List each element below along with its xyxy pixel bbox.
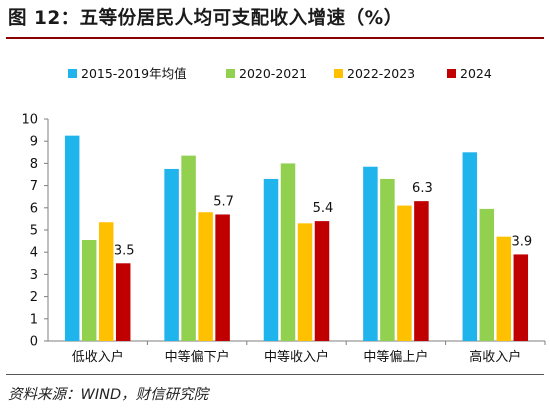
legend-label: 2022-2023 xyxy=(347,66,415,81)
y-tick-label: 1 xyxy=(30,312,38,327)
bar xyxy=(462,152,478,341)
legend-swatch xyxy=(68,69,77,78)
y-tick-label: 7 xyxy=(30,179,38,194)
bar xyxy=(513,254,529,341)
source-divider xyxy=(6,374,544,375)
bar xyxy=(397,205,412,341)
bar xyxy=(115,263,131,341)
y-tick-label: 9 xyxy=(30,135,38,150)
legend-label: 2020-2021 xyxy=(239,66,307,81)
bar xyxy=(297,223,313,341)
bar xyxy=(479,208,495,341)
bar xyxy=(198,212,213,341)
legend-label: 2024 xyxy=(460,66,492,81)
legend-swatch xyxy=(447,69,456,78)
legend-label: 2015-2019年均值 xyxy=(81,66,187,81)
figure-title: 图 12：五等份居民人均可支配收入增速（%） xyxy=(8,8,403,29)
x-tick-label: 高收入户 xyxy=(469,349,521,365)
y-tick-label: 10 xyxy=(21,113,38,128)
bar xyxy=(263,178,279,341)
data-label: 5.7 xyxy=(213,194,234,209)
x-tick-label: 低收入户 xyxy=(72,349,124,365)
x-tick-label: 中等偏下户 xyxy=(165,349,230,365)
bar xyxy=(64,135,80,341)
y-tick-label: 4 xyxy=(30,246,38,261)
legend-swatch xyxy=(226,69,235,78)
data-label: 5.4 xyxy=(313,201,334,216)
x-tick-label: 中等偏上户 xyxy=(363,349,428,365)
bar xyxy=(380,178,395,341)
bar xyxy=(81,239,97,341)
y-tick-label: 3 xyxy=(30,268,38,283)
legend-swatch xyxy=(334,69,343,78)
bar xyxy=(363,166,378,341)
bar xyxy=(181,155,196,341)
bar xyxy=(215,214,230,341)
y-tick-label: 0 xyxy=(30,335,38,350)
bar xyxy=(314,221,330,341)
bar xyxy=(98,222,114,341)
bar xyxy=(280,163,296,341)
bar xyxy=(496,236,512,341)
y-tick-label: 8 xyxy=(30,157,38,172)
bar xyxy=(164,168,179,341)
data-label: 3.9 xyxy=(511,234,532,249)
title-divider xyxy=(6,37,544,39)
data-label: 6.3 xyxy=(412,181,433,196)
x-tick-label: 中等收入户 xyxy=(264,349,329,365)
y-tick-label: 5 xyxy=(30,224,38,239)
y-tick-label: 2 xyxy=(30,290,38,305)
data-label: 3.5 xyxy=(114,243,135,258)
bar xyxy=(414,201,429,341)
y-tick-label: 6 xyxy=(30,201,38,216)
source-note: 资料来源：WIND，财信研究院 xyxy=(8,387,209,403)
